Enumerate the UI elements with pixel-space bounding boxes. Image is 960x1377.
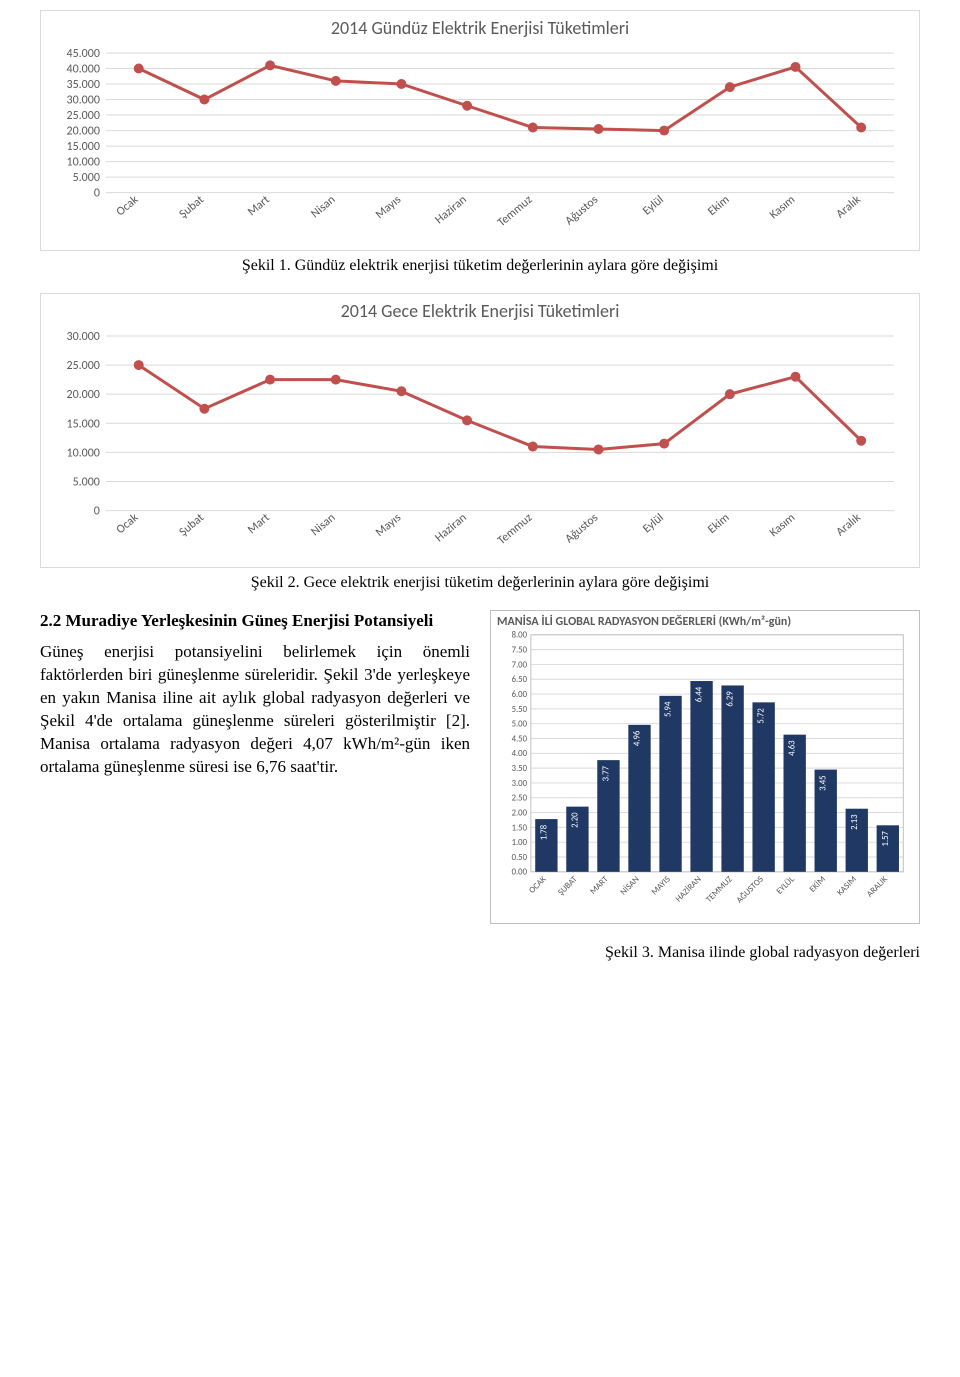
svg-text:40.000: 40.000: [67, 62, 100, 76]
svg-text:30.000: 30.000: [67, 329, 100, 343]
svg-text:45.000: 45.000: [67, 47, 100, 61]
svg-text:5.000: 5.000: [73, 475, 100, 489]
svg-text:Mart: Mart: [245, 510, 273, 536]
svg-text:7.00: 7.00: [512, 660, 528, 670]
svg-text:2.20: 2.20: [570, 812, 580, 828]
svg-text:Haziran: Haziran: [433, 510, 470, 544]
svg-text:Kasım: Kasım: [767, 193, 798, 222]
svg-text:3.77: 3.77: [601, 765, 611, 781]
chart3-svg: 0.00 0.50 1.00 1.50 2.00 2.50 3.00 3.50 4.00 4.50…: [497, 629, 913, 919]
svg-text:OCAK: OCAK: [527, 874, 549, 896]
svg-text:Nisan: Nisan: [309, 510, 339, 538]
svg-text:ŞUBAT: ŞUBAT: [556, 874, 580, 898]
chart1-title: 2014 Gündüz Elektrik Enerjisi Tüketimler…: [51, 17, 909, 39]
svg-text:Eylül: Eylül: [640, 510, 666, 535]
svg-text:HAZİRAN: HAZİRAN: [674, 875, 704, 905]
svg-text:AĞUSTOS: AĞUSTOS: [735, 875, 766, 906]
svg-text:1.00: 1.00: [512, 838, 528, 848]
svg-text:25.000: 25.000: [67, 109, 100, 123]
svg-text:6.00: 6.00: [512, 690, 528, 700]
chart3-caption: Şekil 3. Manisa ilinde global radyasyon …: [40, 944, 920, 962]
svg-text:10.000: 10.000: [67, 156, 100, 170]
svg-text:EYLÜL: EYLÜL: [775, 874, 797, 896]
section-heading: 2.2 Muradiye Yerleşkesinin Güneş Enerjis…: [40, 610, 470, 633]
svg-text:Mart: Mart: [245, 193, 273, 219]
svg-text:Ocak: Ocak: [114, 193, 142, 220]
svg-text:10.000: 10.000: [67, 446, 100, 460]
svg-text:Mayıs: Mayıs: [373, 193, 404, 222]
svg-text:2.00: 2.00: [512, 808, 528, 818]
svg-text:3.00: 3.00: [512, 779, 528, 789]
svg-text:2.13: 2.13: [850, 814, 860, 830]
svg-text:4.00: 4.00: [512, 749, 528, 759]
svg-text:Şubat: Şubat: [177, 193, 207, 222]
svg-text:2.50: 2.50: [512, 794, 528, 804]
svg-text:6.50: 6.50: [512, 675, 528, 685]
svg-text:MAYIS: MAYIS: [650, 875, 673, 898]
svg-text:0.00: 0.00: [512, 868, 528, 878]
svg-text:KASIM: KASIM: [835, 875, 858, 898]
section-body: Güneş enerjisi potansiyelini belirlemek …: [40, 641, 470, 779]
svg-text:0.50: 0.50: [512, 853, 528, 863]
svg-text:NİSAN: NİSAN: [619, 875, 642, 898]
svg-text:25.000: 25.000: [67, 359, 100, 373]
svg-text:30.000: 30.000: [67, 94, 100, 108]
chart1-svg: 0 5.00010.000 15.00020.000 25.00030.000 35.0…: [51, 43, 909, 248]
svg-text:TEMMUZ: TEMMUZ: [704, 875, 734, 905]
svg-text:Ağustos: Ağustos: [563, 193, 602, 229]
svg-text:7.50: 7.50: [512, 645, 528, 655]
svg-text:15.000: 15.000: [67, 417, 100, 431]
chart3-column: MANİSA İLİ GLOBAL RADYASYON DEĞERLERİ (K…: [490, 610, 920, 924]
chart2-svg: 0 5.000 10.000 15.000 20.000 25.000 30.000 Ocak…: [51, 326, 909, 565]
svg-text:ARALIK: ARALIK: [865, 874, 890, 899]
svg-text:MART: MART: [588, 874, 611, 897]
svg-text:5.000: 5.000: [73, 171, 100, 185]
chart1-container: 2014 Gündüz Elektrik Enerjisi Tüketimler…: [40, 10, 920, 251]
svg-text:4.50: 4.50: [512, 734, 528, 744]
svg-text:3.50: 3.50: [512, 764, 528, 774]
svg-text:1.57: 1.57: [881, 830, 891, 846]
svg-text:Mayıs: Mayıs: [373, 510, 404, 539]
svg-text:20.000: 20.000: [67, 125, 100, 139]
svg-text:Aralık: Aralık: [834, 193, 865, 222]
svg-text:1.50: 1.50: [512, 823, 528, 833]
svg-text:35.000: 35.000: [67, 78, 100, 92]
svg-text:5.50: 5.50: [512, 705, 528, 715]
svg-text:Ekim: Ekim: [705, 510, 732, 536]
svg-text:Ağustos: Ağustos: [563, 510, 602, 546]
svg-text:4.96: 4.96: [632, 730, 642, 746]
chart2-caption: Şekil 2. Gece elektrik enerjisi tüketim …: [0, 574, 960, 592]
svg-text:6.44: 6.44: [695, 686, 705, 702]
svg-text:EKİM: EKİM: [808, 875, 828, 895]
svg-text:Haziran: Haziran: [433, 193, 470, 227]
svg-text:5.00: 5.00: [512, 720, 528, 730]
svg-text:5.94: 5.94: [664, 701, 674, 717]
svg-text:Temmuz: Temmuz: [495, 193, 536, 230]
svg-text:0: 0: [94, 504, 100, 518]
svg-text:6.29: 6.29: [726, 691, 736, 707]
svg-text:1.78: 1.78: [539, 824, 549, 840]
chart1-caption: Şekil 1. Gündüz elektrik enerjisi tüketi…: [0, 257, 960, 275]
svg-text:8.00: 8.00: [512, 631, 528, 641]
svg-text:4.63: 4.63: [788, 740, 798, 756]
svg-text:Ekim: Ekim: [705, 193, 732, 219]
text-column: 2.2 Muradiye Yerleşkesinin Güneş Enerjis…: [40, 610, 470, 924]
svg-text:0: 0: [94, 187, 100, 201]
chart3-title: MANİSA İLİ GLOBAL RADYASYON DEĞERLERİ (K…: [497, 615, 913, 629]
chart3-container: MANİSA İLİ GLOBAL RADYASYON DEĞERLERİ (K…: [490, 610, 920, 924]
svg-text:Temmuz: Temmuz: [495, 510, 536, 547]
svg-text:5.72: 5.72: [757, 708, 767, 724]
svg-text:Aralık: Aralık: [834, 510, 865, 539]
svg-text:Eylül: Eylül: [640, 193, 666, 218]
svg-text:Ocak: Ocak: [114, 510, 142, 537]
svg-text:Nisan: Nisan: [309, 193, 339, 221]
two-column-section: 2.2 Muradiye Yerleşkesinin Güneş Enerjis…: [40, 610, 920, 924]
svg-text:Şubat: Şubat: [177, 510, 207, 539]
chart2-container: 2014 Gece Elektrik Enerjisi Tüketimleri …: [40, 293, 920, 568]
svg-text:20.000: 20.000: [67, 388, 100, 402]
svg-text:15.000: 15.000: [67, 140, 100, 154]
svg-text:3.45: 3.45: [819, 775, 829, 790]
chart2-title: 2014 Gece Elektrik Enerjisi Tüketimleri: [51, 300, 909, 322]
svg-text:Kasım: Kasım: [767, 510, 798, 539]
